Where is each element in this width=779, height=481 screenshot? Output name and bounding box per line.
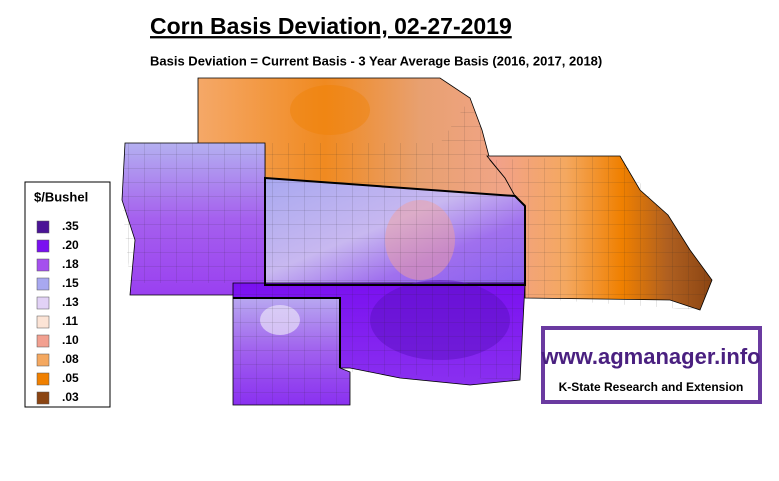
legend-swatch — [36, 315, 50, 329]
legend-swatch — [36, 239, 50, 253]
legend-swatch — [36, 334, 50, 348]
legend-label: .08 — [62, 352, 79, 366]
legend-label: .15 — [62, 276, 79, 290]
legend-label: .03 — [62, 390, 79, 404]
legend-label: .10 — [62, 333, 79, 347]
legend-swatch — [36, 296, 50, 310]
logo-url: www.agmanager.info — [540, 344, 760, 369]
logo-box — [541, 326, 762, 404]
legend-swatch — [36, 372, 50, 386]
legend-label: .05 — [62, 371, 79, 385]
legend-swatch — [36, 258, 50, 272]
border — [233, 297, 341, 368]
legend-swatch — [36, 220, 50, 234]
legend-label: .35 — [62, 219, 79, 233]
county-lines — [122, 98, 712, 405]
legend-label: .18 — [62, 257, 79, 271]
legend-label: .20 — [62, 238, 79, 252]
patch — [290, 85, 370, 135]
kansas-border — [264, 176, 526, 286]
map — [121, 77, 713, 406]
legend-box — [24, 181, 111, 408]
subtitle: Basis Deviation = Current Basis - 3 Year… — [150, 53, 602, 68]
legend-title: $/Bushel — [34, 189, 88, 204]
legend-label: .11 — [62, 314, 78, 328]
title: Corn Basis Deviation, 02-27-2019 — [150, 13, 512, 39]
logo-org: K-State Research and Extension — [559, 380, 744, 394]
legend-items: .35 .20 .18 .15 .13 .11 .10 .08 .05 .03 — [36, 219, 79, 405]
legend-label: .13 — [62, 295, 79, 309]
legend-swatch — [36, 353, 50, 367]
legend-swatch — [36, 277, 50, 291]
legend-swatch — [36, 391, 50, 405]
